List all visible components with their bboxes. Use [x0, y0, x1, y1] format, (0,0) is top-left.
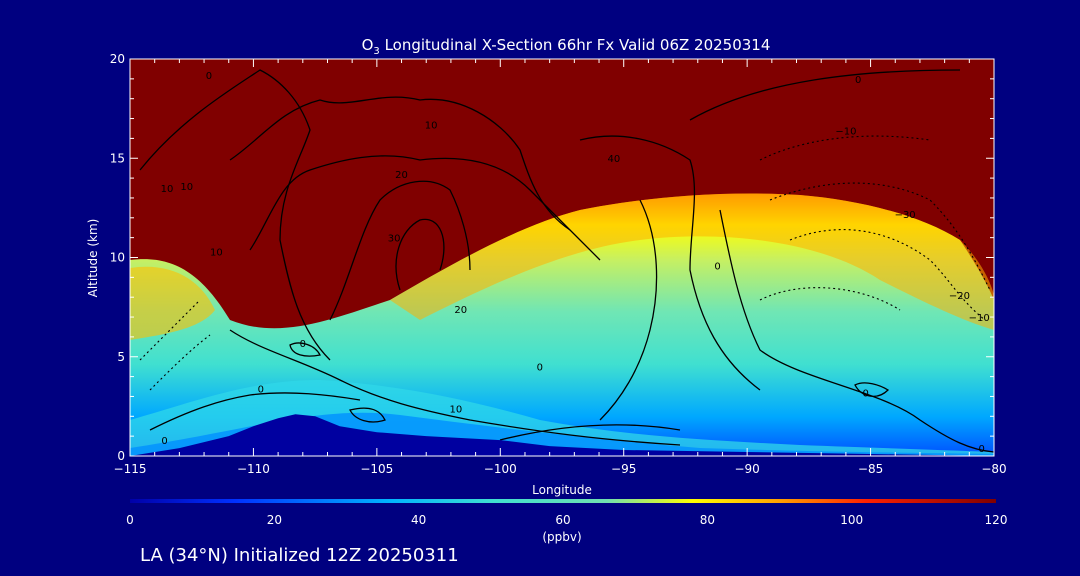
- y-tick-label: 0: [117, 449, 125, 463]
- contour-label: 20: [395, 170, 408, 181]
- colorbar-ticks: 0 20 40 60 80 100 120: [126, 513, 1007, 527]
- contour-label: 10: [425, 120, 438, 131]
- x-tick-label: −105: [360, 462, 393, 476]
- colorbar: [130, 499, 996, 503]
- y-tick-label: 20: [110, 52, 125, 66]
- contour-label: 0: [714, 261, 720, 272]
- colorbar-tick-label: 100: [840, 513, 863, 527]
- terrain-profile: [130, 414, 994, 456]
- contour-label: −10: [835, 126, 856, 137]
- contour-label: 20: [454, 305, 467, 316]
- x-tick-label: −95: [611, 462, 636, 476]
- x-tick-label: −110: [237, 462, 270, 476]
- contour-label: 10: [210, 248, 223, 259]
- x-tick-label: −80: [981, 462, 1006, 476]
- x-axis: −115 −110 −105 −100 −95 −90 −85 −80: [114, 59, 1007, 476]
- colorbar-tick-label: 120: [985, 513, 1008, 527]
- negative-contours: [139, 135, 991, 391]
- contour-label: −10: [969, 313, 990, 324]
- contour-label: 0: [862, 388, 868, 399]
- contour-label: 0: [978, 444, 984, 455]
- colorbar-tick-label: 60: [555, 513, 570, 527]
- x-tick-label: −100: [484, 462, 517, 476]
- contour-label: 0: [855, 75, 861, 86]
- contour-label: 10: [180, 182, 193, 193]
- contour-label: 0: [300, 339, 306, 350]
- contour-labels: 0 0 10 10 20 30 40 20 10 −10 −30 −20 −10 0 0 0 0 10 0 0 0 10: [161, 71, 990, 455]
- contour-label: 10: [161, 184, 174, 195]
- x-tick-label: −115: [114, 462, 147, 476]
- contour-label: 0: [258, 384, 264, 395]
- contour-label: −30: [895, 210, 916, 221]
- x-tick-label: −90: [734, 462, 759, 476]
- y-tick-label: 15: [110, 151, 125, 165]
- contour-label: 30: [388, 234, 401, 245]
- chart-title: O3 Longitudinal X-Section 66hr Fx Valid …: [362, 36, 771, 57]
- colorbar-tick-label: 40: [411, 513, 426, 527]
- contour-label: 0: [537, 363, 543, 374]
- contour-label: 10: [449, 404, 462, 415]
- contour-label: −20: [949, 291, 970, 302]
- contour-label: 0: [206, 71, 212, 82]
- colorbar-tick-label: 80: [700, 513, 715, 527]
- y-tick-label: 10: [110, 251, 125, 265]
- tropopause-band: [390, 193, 994, 330]
- footer-caption: LA (34°N) Initialized 12Z 20250311: [140, 545, 459, 566]
- y-axis: 0 5 10 15 20: [110, 52, 994, 463]
- colorbar-unit: (ppbv): [542, 530, 581, 544]
- x-tick-label: −85: [858, 462, 883, 476]
- left-orange-bulge: [130, 266, 215, 340]
- colorbar-tick-label: 0: [126, 513, 134, 527]
- contour-lines: [139, 69, 994, 453]
- x-axis-label: Longitude: [532, 483, 592, 497]
- contour-label: 40: [607, 154, 620, 165]
- y-tick-label: 5: [117, 350, 125, 364]
- plot-area: 0 0 10 10 20 30 40 20 10 −10 −30 −20 −10 0 0 0 0 10 0 0 0 10: [130, 59, 994, 456]
- contour-label: 0: [161, 436, 167, 447]
- y-axis-label: Altitude (km): [86, 219, 100, 298]
- colorbar-tick-label: 20: [267, 513, 282, 527]
